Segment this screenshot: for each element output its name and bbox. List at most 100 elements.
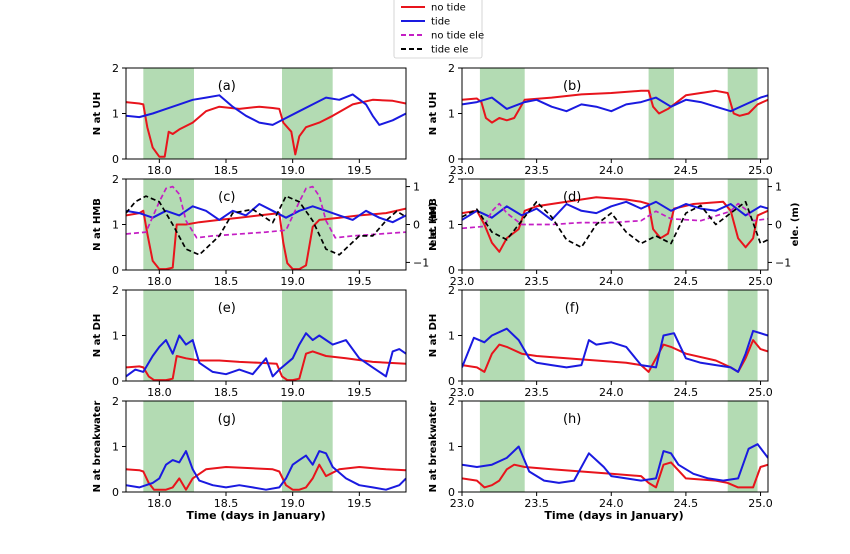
series-line-tide xyxy=(126,450,406,491)
xlabel-left: Time (days in January) xyxy=(186,509,325,522)
x-tick-label-4: 25.0 xyxy=(748,164,773,177)
y-axis-label: N at DH xyxy=(92,314,103,358)
y2-axis-label: ele. (m) xyxy=(790,203,801,247)
x-tick-label-2: 19.0 xyxy=(280,164,305,177)
panel-b: 23.0 23.5 24.0 24.5 25.0 0 1 2 N at UH (b) xyxy=(428,62,773,177)
legend-label-2: no tide ele xyxy=(431,31,484,42)
series-line-no-tide xyxy=(126,98,406,158)
x-tick-label-1: 18.5 xyxy=(214,275,239,288)
y-tick-label-1: 1 xyxy=(448,330,455,343)
y2-tick-label-0: −1 xyxy=(413,256,429,269)
y-axis-label: N at HMB xyxy=(92,198,103,251)
x-tick-label-2: 19.0 xyxy=(280,275,305,288)
panel-label: (g) xyxy=(218,412,236,427)
x-tick-label-3: 19.5 xyxy=(347,497,372,510)
x-tick-label-3: 24.5 xyxy=(674,386,699,399)
shaded-interval-0 xyxy=(143,290,194,381)
series-line-no-tide-ele xyxy=(462,202,768,230)
panel-e: 18.0 18.5 19.0 19.5 0 1 2 N at DH (e) xyxy=(92,284,407,399)
x-tick-label-0: 18.0 xyxy=(147,275,172,288)
y2-axis-label: ele. (m) xyxy=(428,203,439,247)
x-tick-label-3: 19.5 xyxy=(347,386,372,399)
panel-a: 18.0 18.5 19.0 19.5 0 1 2 N at UH (a) xyxy=(92,62,407,177)
y-tick-label-1: 1 xyxy=(112,330,119,343)
y-tick-label-1: 1 xyxy=(112,219,119,232)
legend-label-3: tide ele xyxy=(431,45,468,56)
y-tick-label-2: 2 xyxy=(448,173,455,186)
x-tick-label-0: 18.0 xyxy=(147,497,172,510)
x-tick-label-4: 25.0 xyxy=(748,386,773,399)
x-tick-label-2: 24.0 xyxy=(599,386,624,399)
series-line-tide-ele xyxy=(462,200,768,249)
y-tick-label-1: 1 xyxy=(112,441,119,454)
x-tick-label-1: 18.5 xyxy=(214,164,239,177)
y-axis-label: N at HMB xyxy=(428,198,439,251)
series-line-tide xyxy=(126,203,406,224)
shaded-interval-0 xyxy=(143,401,194,492)
x-tick-label-0: 23.0 xyxy=(450,164,475,177)
y-tick-label-1: 1 xyxy=(448,441,455,454)
panel-f: 23.0 23.5 24.0 24.5 25.0 0 1 2 N at DH (f) xyxy=(428,284,773,399)
y-tick-label-0: 0 xyxy=(448,375,455,388)
shaded-interval-1 xyxy=(282,68,333,159)
x-tick-label-1: 23.5 xyxy=(524,164,549,177)
shaded-interval-1 xyxy=(282,401,333,492)
y-axis-label: N at breakwater xyxy=(92,401,103,493)
x-tick-label-2: 19.0 xyxy=(280,497,305,510)
x-tick-label-3: 24.5 xyxy=(674,275,699,288)
x-tick-label-3: 24.5 xyxy=(674,164,699,177)
x-tick-label-0: 23.0 xyxy=(450,497,475,510)
legend: no tide tide no tide ele tide ele xyxy=(393,0,484,59)
series-line-no-tide xyxy=(126,350,406,381)
y2-tick-label-1: 0 xyxy=(413,219,420,232)
x-tick-label-2: 24.0 xyxy=(599,164,624,177)
x-tick-label-1: 23.5 xyxy=(524,275,549,288)
x-tick-label-2: 19.0 xyxy=(280,386,305,399)
y-axis-label: N at DH xyxy=(428,314,439,358)
y-axis-label: N at UH xyxy=(428,92,439,135)
y-tick-label-2: 2 xyxy=(112,62,119,75)
series-line-tide xyxy=(462,200,768,221)
y-tick-label-2: 2 xyxy=(448,284,455,297)
panel-label: (e) xyxy=(218,301,236,316)
shaded-interval-1 xyxy=(648,401,674,492)
y-tick-label-2: 2 xyxy=(448,395,455,408)
y-tick-label-0: 0 xyxy=(112,375,119,388)
shaded-interval-0 xyxy=(479,68,525,159)
x-tick-label-0: 18.0 xyxy=(147,164,172,177)
x-tick-label-3: 19.5 xyxy=(347,164,372,177)
panel-h: 23.0 23.5 24.0 24.5 25.0 0 1 2 N at breakwater (h… xyxy=(428,395,773,510)
panel-label: (c) xyxy=(218,190,235,205)
y-tick-label-2: 2 xyxy=(112,284,119,297)
legend-frame xyxy=(393,0,483,59)
x-tick-label-0: 18.0 xyxy=(147,386,172,399)
y2-tick-label-1: 0 xyxy=(775,219,782,232)
panel-label: (b) xyxy=(563,79,581,94)
y-tick-label-0: 0 xyxy=(112,264,119,277)
x-tick-label-1: 18.5 xyxy=(214,497,239,510)
x-tick-label-4: 25.0 xyxy=(748,275,773,288)
series-line-tide xyxy=(126,93,406,126)
legend-label-0: no tide xyxy=(431,3,466,14)
series-line-tide xyxy=(462,327,768,373)
y-axis-label: N at breakwater xyxy=(428,401,439,493)
legend-label-1: tide xyxy=(431,17,450,28)
panel-label: (h) xyxy=(563,412,581,427)
panel-label: (a) xyxy=(218,79,236,94)
x-tick-label-1: 23.5 xyxy=(524,497,549,510)
series-line-no-tide xyxy=(462,196,768,253)
y-tick-label-1: 1 xyxy=(448,108,455,121)
x-tick-label-3: 24.5 xyxy=(674,497,699,510)
y-tick-label-0: 0 xyxy=(112,486,119,499)
y2-tick-label-2: 1 xyxy=(775,181,782,194)
x-tick-label-3: 19.5 xyxy=(347,275,372,288)
series-line-no-tide-ele xyxy=(126,185,406,239)
series-line-tide xyxy=(462,443,768,484)
x-tick-label-0: 23.0 xyxy=(450,275,475,288)
x-tick-label-2: 24.0 xyxy=(599,497,624,510)
y2-tick-label-2: 1 xyxy=(413,181,420,194)
y-tick-label-2: 2 xyxy=(112,395,119,408)
